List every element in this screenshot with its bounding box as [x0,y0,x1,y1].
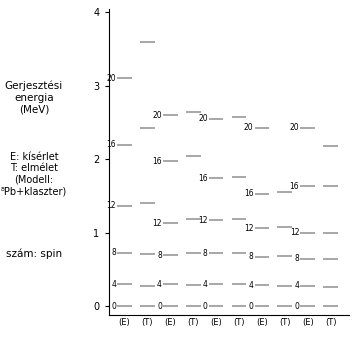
Text: 20: 20 [198,114,208,123]
Text: 16: 16 [106,140,116,149]
Text: 0: 0 [203,302,208,311]
Text: 20: 20 [106,74,116,83]
Text: 4: 4 [203,279,208,288]
Text: 12: 12 [244,224,253,233]
Text: 8: 8 [157,251,162,260]
Text: 8: 8 [203,249,208,258]
Text: 16: 16 [244,189,253,198]
Text: 0: 0 [294,302,299,311]
Text: 16: 16 [198,174,208,183]
Text: 20: 20 [244,123,253,132]
Text: 12: 12 [198,216,208,225]
Text: 12: 12 [290,228,299,237]
Text: 4: 4 [294,282,299,291]
Text: 8: 8 [294,254,299,263]
Text: 4: 4 [157,280,162,289]
Text: 8: 8 [111,248,116,257]
Text: 12: 12 [152,219,162,228]
Text: Gerjesztési
energia
(MeV): Gerjesztési energia (MeV) [5,81,63,114]
Text: 20: 20 [289,123,299,132]
Text: szám: spin: szám: spin [6,249,62,259]
Text: 8: 8 [249,252,253,261]
Text: 4: 4 [111,279,116,288]
Text: E: kísérlet
T: elmélet
(Modell:
⁸Pb+klaszter): E: kísérlet T: elmélet (Modell: ⁸Pb+klas… [1,152,67,196]
Text: 0: 0 [111,302,116,311]
Text: 20: 20 [152,111,162,120]
Text: 4: 4 [248,281,253,290]
Text: 16: 16 [152,157,162,166]
Text: 0: 0 [248,302,253,311]
Text: 12: 12 [107,201,116,210]
Text: 0: 0 [157,302,162,311]
Text: 16: 16 [289,182,299,191]
